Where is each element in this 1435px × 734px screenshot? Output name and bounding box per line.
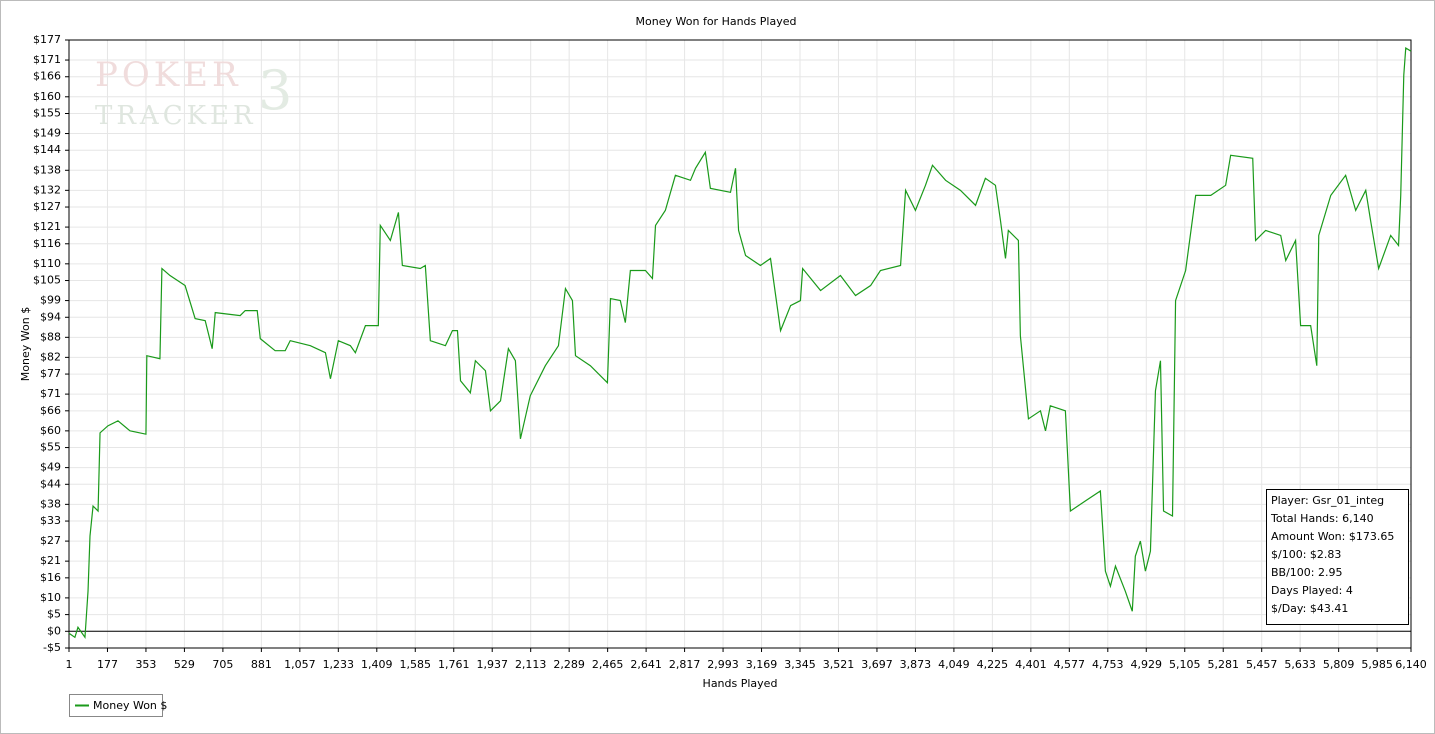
x-tick-label: 2,113 (515, 658, 547, 671)
y-tick-label: $149 (33, 127, 61, 140)
x-tick-label: 5,457 (1246, 658, 1278, 671)
info-line: $/Day: $43.41 (1271, 602, 1348, 615)
x-tick-label: 2,641 (630, 658, 662, 671)
watermark-text: 3 (258, 59, 292, 122)
info-box (1266, 489, 1409, 625)
x-tick-label: 5,809 (1323, 658, 1355, 671)
info-line: Total Hands: 6,140 (1270, 512, 1374, 525)
y-tick-label: $144 (33, 143, 61, 156)
y-tick-label: $49 (40, 461, 61, 474)
y-tick-label: $60 (40, 424, 61, 437)
y-tick-label: $38 (40, 497, 61, 510)
x-tick-label: 2,465 (592, 658, 624, 671)
data-line (68, 47, 1412, 640)
y-tick-label: $160 (33, 90, 61, 103)
x-tick-label: 5,281 (1207, 658, 1239, 671)
y-tick-label: $55 (40, 441, 61, 454)
x-tick-label: 5,105 (1169, 658, 1201, 671)
legend (69, 694, 163, 717)
y-tick-label: $177 (33, 33, 61, 46)
x-tick-label: 6,140 (1395, 658, 1427, 671)
y-tick-label: $0 (47, 624, 61, 637)
x-tick-label: 1,937 (476, 658, 508, 671)
x-tick-label: 1,409 (361, 658, 393, 671)
x-tick-label: 177 (97, 658, 118, 671)
y-tick-label: $155 (33, 106, 61, 119)
x-tick-label: 4,225 (977, 658, 1009, 671)
y-tick-label: $132 (33, 183, 61, 196)
y-tick-label: $105 (33, 274, 61, 287)
x-tick-label: 3,521 (823, 658, 855, 671)
info-line: Days Played: 4 (1271, 584, 1353, 597)
x-tick-label: 4,401 (1015, 658, 1047, 671)
y-tick-label: $138 (33, 163, 61, 176)
info-line: Amount Won: $173.65 (1271, 530, 1394, 543)
x-tick-label: 3,345 (784, 658, 816, 671)
y-tick-label: $110 (33, 257, 61, 270)
info-line: Player: Gsr_01_integ (1271, 494, 1384, 507)
info-lines: Player: Gsr_01_integ Total Hands: 6,140 Am… (1270, 494, 1394, 615)
y-tick-label: $66 (40, 404, 61, 417)
y-tick-label: $116 (33, 237, 61, 250)
y-axis-label: Money Won $ (19, 307, 32, 381)
y-tick-label: $10 (40, 591, 61, 604)
y-tick-label: $5 (47, 608, 61, 621)
x-tick-label: 881 (251, 658, 272, 671)
y-tick-label: $16 (40, 571, 61, 584)
y-tick-label: -$5 (43, 641, 61, 654)
y-tick-label: $82 (40, 350, 61, 363)
x-tick-label: 3,169 (746, 658, 778, 671)
x-tick-label: 529 (174, 658, 195, 671)
y-tick-label: $44 (40, 477, 61, 490)
x-tick-label: 3,697 (861, 658, 893, 671)
x-tick-label: 2,289 (553, 658, 585, 671)
x-tick-label: 4,929 (1131, 658, 1163, 671)
y-tick-label: $33 (40, 514, 61, 527)
y-tick-label: $171 (33, 53, 61, 66)
x-tick-label: 1,057 (284, 658, 316, 671)
y-tick-label: $99 (40, 294, 61, 307)
info-line: BB/100: 2.95 (1271, 566, 1343, 579)
info-line: $/100: $2.83 (1271, 548, 1341, 561)
x-tick-label: 5,633 (1284, 658, 1316, 671)
y-tick-label: $88 (40, 330, 61, 343)
x-tick-label: 4,753 (1092, 658, 1124, 671)
x-tick-label: 5,985 (1361, 658, 1393, 671)
x-tick-label: 2,817 (669, 658, 701, 671)
y-tick-label: $94 (40, 310, 61, 323)
y-tick-label: $121 (33, 220, 61, 233)
plot-frame (68, 39, 1412, 649)
y-tick-label: $71 (40, 387, 61, 400)
x-tick-label: 4,049 (938, 658, 970, 671)
y-tick-label: $166 (33, 70, 61, 83)
chart-title: Money Won for Hands Played (636, 15, 797, 28)
x-tick-label: 705 (212, 658, 233, 671)
x-tick-label: 1,761 (438, 658, 470, 671)
y-tick-label: $27 (40, 534, 61, 547)
watermark-text: POKER (95, 55, 242, 95)
x-tick-label: 3,873 (900, 658, 932, 671)
x-axis-label: Hands Played (703, 677, 778, 690)
watermark-text: TRACKER (95, 101, 257, 131)
legend-label: Money Won $ (93, 699, 167, 712)
y-tick-label: $21 (40, 554, 61, 567)
x-tick-label: 4,577 (1054, 658, 1086, 671)
x-tick-label: 2,993 (707, 658, 739, 671)
x-tick-label: 1,233 (323, 658, 355, 671)
y-tick-label: $127 (33, 200, 61, 213)
y-tick-label: $77 (40, 367, 61, 380)
x-tick-label: 1,585 (400, 658, 432, 671)
x-tick-label: 1 (66, 658, 73, 671)
x-tick-label: 353 (135, 658, 156, 671)
